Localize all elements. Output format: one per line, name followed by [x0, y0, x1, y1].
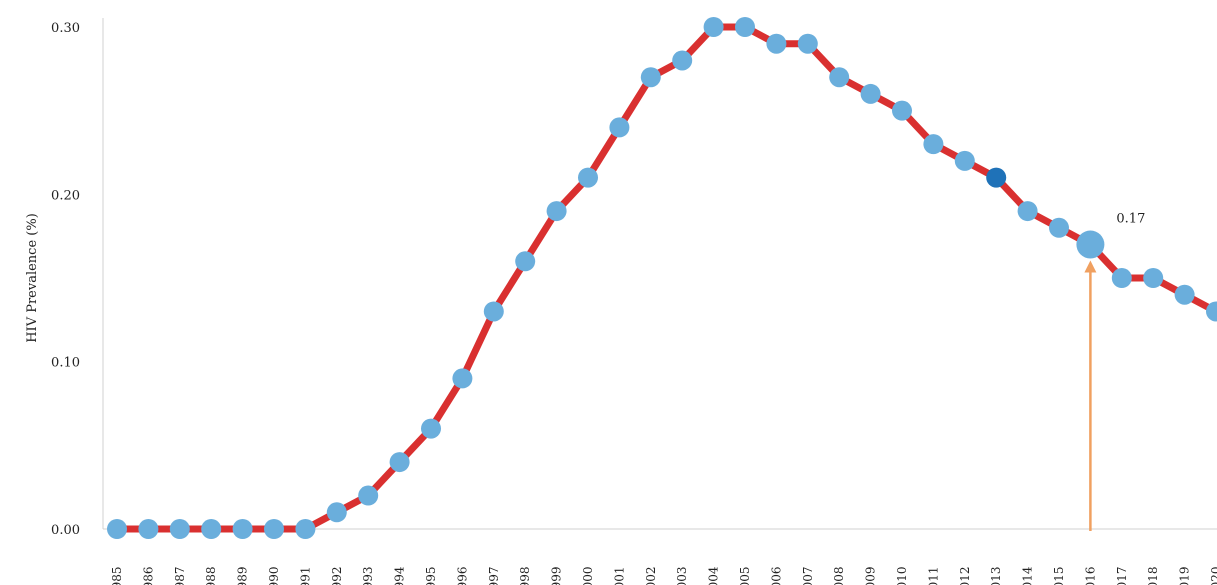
data-point-2018 — [1143, 268, 1164, 288]
data-point-2000 — [578, 167, 598, 188]
data-point-2003 — [672, 50, 693, 71]
data-point-1990 — [264, 519, 284, 539]
data-point-2020 — [1206, 301, 1217, 322]
data-point-2005 — [735, 17, 755, 37]
x-tick-label: 2016 — [1083, 566, 1097, 585]
y-tick-label: 0.20 — [51, 188, 80, 203]
y-tick-labels: 0.00 0.10 0.20 0.30 — [51, 21, 80, 538]
data-point-1995 — [421, 418, 441, 439]
x-tick-label: 2020 — [1209, 566, 1217, 585]
data-point-2002 — [640, 67, 661, 88]
data-point-1997 — [483, 301, 504, 322]
data-point-1988 — [201, 519, 222, 539]
x-tick-label: 1997 — [487, 566, 501, 585]
x-tick-label: 2001 — [612, 566, 626, 585]
x-tick-label: 1986 — [141, 566, 155, 585]
y-tick-label: 0.30 — [51, 21, 80, 36]
x-tick-label: 1991 — [298, 566, 312, 585]
x-tick-label: 1994 — [393, 566, 407, 585]
data-point-1999 — [546, 201, 567, 222]
x-tick-label: 2004 — [707, 566, 721, 585]
x-tick-labels: 1985 1986 1987 1988 1989 1990 1991 1992 1993 1994… — [110, 566, 1217, 585]
x-tick-label: 2009 — [864, 566, 878, 585]
x-tick-label: 1990 — [267, 566, 281, 585]
data-point-1987 — [169, 519, 190, 539]
x-tick-label: 1985 — [110, 566, 124, 585]
annotation-group: 0.17 — [1084, 212, 1145, 531]
x-tick-label: 2010 — [895, 566, 909, 585]
data-point-1985 — [107, 519, 127, 539]
data-point-2001 — [609, 117, 630, 138]
x-tick-label: 1998 — [518, 566, 532, 585]
x-tick-label: 2012 — [958, 566, 972, 585]
data-point-2007 — [797, 33, 818, 54]
x-tick-label: 2018 — [1146, 566, 1160, 585]
data-point-1996 — [452, 368, 473, 389]
x-tick-label: 2015 — [1052, 566, 1066, 585]
data-point-1994 — [389, 452, 410, 473]
x-tick-label: 2019 — [1178, 566, 1192, 585]
x-tick-label: 2013 — [989, 566, 1003, 585]
y-tick-label: 0.10 — [51, 356, 80, 371]
x-tick-label: 1989 — [236, 566, 250, 585]
data-point-2019 — [1174, 284, 1195, 305]
x-tick-label: 2005 — [738, 566, 752, 585]
annotation-label: 0.17 — [1116, 212, 1145, 227]
data-point-2004 — [703, 17, 724, 37]
data-point-1991 — [295, 519, 316, 539]
x-tick-label: 2011 — [926, 566, 940, 585]
data-point-2011 — [923, 134, 944, 155]
annotation-arrow-head — [1084, 260, 1097, 273]
x-tick-label: 2006 — [769, 566, 783, 585]
y-tick-label: 0.00 — [51, 523, 80, 538]
data-point-2016 — [1076, 230, 1105, 259]
x-tick-label: 1992 — [330, 566, 344, 585]
x-tick-label: 2008 — [832, 566, 846, 585]
x-tick-label: 1993 — [361, 566, 375, 585]
data-point-2013 — [986, 167, 1007, 188]
data-markers — [107, 17, 1217, 539]
series-line-group — [113, 23, 1217, 533]
x-tick-label: 1999 — [550, 566, 564, 585]
x-tick-label: 2000 — [581, 566, 595, 585]
x-tick-label: 1995 — [424, 566, 438, 585]
data-point-2012 — [954, 150, 975, 171]
data-point-1992 — [326, 502, 347, 523]
x-tick-label: 1996 — [455, 566, 469, 585]
data-point-1989 — [232, 519, 253, 539]
x-tick-label: 2007 — [801, 566, 815, 585]
x-tick-label: 1988 — [204, 566, 218, 585]
data-point-2006 — [766, 33, 787, 54]
x-tick-label: 2014 — [1021, 566, 1035, 585]
x-tick-label: 2017 — [1115, 566, 1129, 585]
data-point-2010 — [892, 100, 912, 121]
x-tick-label: 2002 — [644, 566, 658, 585]
x-tick-label: 2003 — [675, 566, 689, 585]
data-point-2008 — [829, 67, 850, 88]
data-point-1993 — [358, 485, 379, 506]
data-point-2009 — [860, 83, 881, 104]
data-point-2014 — [1017, 201, 1038, 222]
series-line — [113, 23, 1217, 533]
data-point-1998 — [515, 251, 536, 272]
y-axis-title: HIV Prevalence (%) — [25, 213, 40, 343]
data-point-1986 — [138, 519, 159, 539]
data-point-2015 — [1049, 217, 1069, 238]
x-tick-label: 1987 — [173, 566, 187, 585]
data-point-2017 — [1111, 268, 1132, 288]
